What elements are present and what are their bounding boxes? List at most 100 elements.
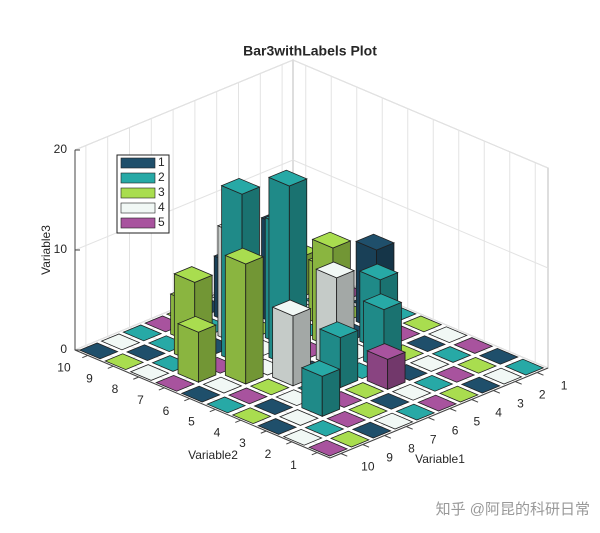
legend-label: 4 <box>158 200 165 214</box>
tick-mark <box>209 408 216 413</box>
tick-mark <box>449 408 457 412</box>
bar <box>402 315 443 333</box>
y-tick-label: 9 <box>86 371 93 385</box>
bar <box>435 365 476 383</box>
bar-top <box>417 394 458 412</box>
bar-top <box>457 356 498 374</box>
bar-top <box>348 401 389 419</box>
bar <box>227 387 268 405</box>
bar <box>369 392 410 410</box>
bar <box>344 382 385 399</box>
y-tick-label: 6 <box>163 404 170 418</box>
tick-mark <box>311 452 318 456</box>
y-axis-label: Variable2 <box>188 448 238 462</box>
bar <box>391 383 432 401</box>
bar-top <box>122 324 163 342</box>
bar-top <box>282 428 323 446</box>
z-tick-label: 10 <box>54 242 68 256</box>
bar-top <box>329 430 370 448</box>
bar-top <box>406 335 447 353</box>
bar-top <box>300 360 341 377</box>
x-tick-label: 8 <box>408 441 415 455</box>
x-axis-label: Variable1 <box>415 452 465 466</box>
bar-top <box>308 439 349 457</box>
bar-top <box>431 346 472 363</box>
y-tick-label: 8 <box>112 382 119 396</box>
bar <box>282 428 323 446</box>
bar <box>395 403 436 421</box>
bar-top <box>202 376 243 394</box>
bar-top <box>78 342 119 360</box>
bar-top <box>351 421 392 439</box>
y-tick-label: 3 <box>239 436 246 450</box>
tick-mark <box>493 390 501 394</box>
bar-top <box>278 409 319 426</box>
y-tick-label: 5 <box>188 415 195 429</box>
bar <box>457 356 498 374</box>
bar-shade <box>198 325 216 383</box>
x-tick-label: 6 <box>452 423 459 437</box>
bar-top <box>257 418 298 435</box>
grid-line <box>292 159 549 269</box>
bar-top <box>438 385 479 403</box>
tick-mark <box>362 444 370 448</box>
bar <box>125 344 166 362</box>
bar-top <box>173 266 214 283</box>
bar <box>271 299 312 387</box>
bar-top <box>358 263 399 281</box>
axis-line <box>74 349 331 459</box>
bar-top <box>355 233 396 251</box>
bar <box>326 410 367 428</box>
bar <box>427 326 468 344</box>
legend-swatch <box>120 157 156 169</box>
bar-shade <box>301 367 323 417</box>
chart-title: Bar3withLabels Plot <box>243 43 377 59</box>
bar-top <box>482 367 523 385</box>
y-tick-label: 1 <box>290 458 297 472</box>
bar-top <box>366 343 407 360</box>
bar <box>351 421 392 439</box>
bar-top <box>427 326 468 344</box>
bar <box>431 346 472 363</box>
x-tick-label: 10 <box>361 459 375 473</box>
tick-mark <box>107 365 114 369</box>
axis-line <box>329 367 549 459</box>
tick-mark <box>158 387 165 391</box>
bar <box>129 364 170 381</box>
legend-swatch <box>120 172 156 184</box>
bar-top <box>391 383 432 401</box>
bar <box>373 412 414 430</box>
tick-mark <box>515 381 522 385</box>
bar-top <box>311 231 352 249</box>
bar <box>308 439 349 457</box>
bar-top <box>206 396 247 414</box>
tick-mark <box>82 354 88 359</box>
bar-top <box>176 315 217 333</box>
bar-top <box>402 315 443 333</box>
y-tick-label: 10 <box>57 361 71 375</box>
bar <box>478 347 519 365</box>
tick-mark <box>184 398 190 402</box>
bar <box>104 353 145 371</box>
bar-shade <box>245 256 264 385</box>
bar <box>504 358 545 376</box>
bar <box>249 378 290 396</box>
bar-top <box>326 410 367 428</box>
grid-line <box>292 59 549 169</box>
z-tick-label: 20 <box>54 142 68 156</box>
bar-top <box>224 247 265 265</box>
bar <box>460 376 501 394</box>
bar <box>176 315 217 383</box>
bar-top <box>413 374 454 392</box>
bar-top <box>231 407 272 425</box>
bar <box>231 407 272 425</box>
bar-top <box>318 321 359 339</box>
bar <box>300 360 341 418</box>
tick-mark <box>471 399 479 403</box>
tick-mark <box>384 435 392 439</box>
tick-mark <box>133 376 139 380</box>
tick-mark <box>406 426 413 430</box>
bar <box>122 324 163 342</box>
x-tick-label: 4 <box>495 405 502 419</box>
bar-shade <box>272 307 294 386</box>
